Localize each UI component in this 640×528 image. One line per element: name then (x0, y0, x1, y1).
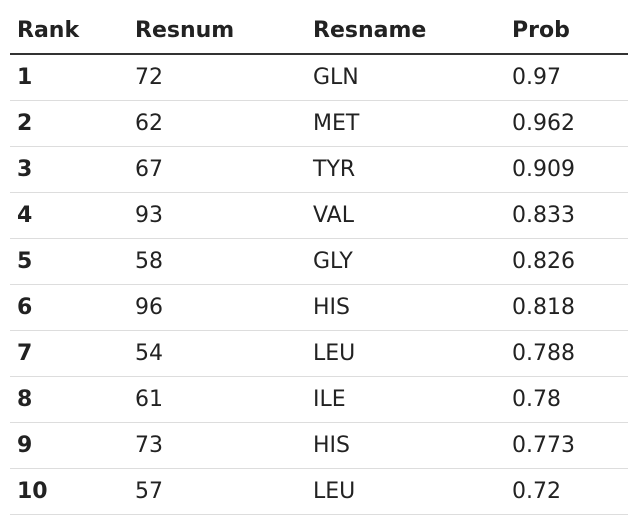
resnum-cell: 62 (128, 100, 306, 147)
resnum-cell: 58 (128, 238, 306, 285)
column-header-prob: Prob (505, 7, 628, 55)
resnum-cell: 61 (128, 376, 306, 423)
rank-cell: 4 (10, 192, 128, 239)
prob-cell: 0.78 (505, 376, 628, 423)
resname-cell: GLN (306, 54, 505, 101)
prob-cell: 0.788 (505, 330, 628, 377)
rank-cell: 3 (10, 146, 128, 193)
resname-cell: LEU (306, 330, 505, 377)
column-header-resname: Resname (306, 7, 505, 55)
table-body: 1 72 GLN 0.97 2 62 MET 0.962 3 67 TYR 0.… (10, 54, 628, 515)
table-row: 10 57 LEU 0.72 (10, 468, 628, 515)
table-header: Rank Resnum Resname Prob (10, 7, 628, 55)
residue-table-container: Rank Resnum Resname Prob 1 72 GLN 0.97 2… (10, 7, 628, 515)
prob-cell: 0.826 (505, 238, 628, 285)
prob-cell: 0.833 (505, 192, 628, 239)
rank-cell: 2 (10, 100, 128, 147)
prob-cell: 0.909 (505, 146, 628, 193)
residue-probability-table: Rank Resnum Resname Prob 1 72 GLN 0.97 2… (10, 7, 628, 515)
rank-cell: 5 (10, 238, 128, 285)
rank-cell: 10 (10, 468, 128, 515)
table-row: 2 62 MET 0.962 (10, 100, 628, 147)
resnum-cell: 67 (128, 146, 306, 193)
table-row: 9 73 HIS 0.773 (10, 422, 628, 469)
resname-cell: GLY (306, 238, 505, 285)
prob-cell: 0.962 (505, 100, 628, 147)
table-row: 4 93 VAL 0.833 (10, 192, 628, 239)
resname-cell: LEU (306, 468, 505, 515)
header-row: Rank Resnum Resname Prob (10, 7, 628, 55)
resname-cell: MET (306, 100, 505, 147)
rank-cell: 9 (10, 422, 128, 469)
table-row: 5 58 GLY 0.826 (10, 238, 628, 285)
rank-cell: 8 (10, 376, 128, 423)
table-row: 1 72 GLN 0.97 (10, 54, 628, 101)
prob-cell: 0.818 (505, 284, 628, 331)
resnum-cell: 93 (128, 192, 306, 239)
resname-cell: HIS (306, 422, 505, 469)
resname-cell: HIS (306, 284, 505, 331)
rank-cell: 6 (10, 284, 128, 331)
resname-cell: ILE (306, 376, 505, 423)
resnum-cell: 57 (128, 468, 306, 515)
resname-cell: TYR (306, 146, 505, 193)
resname-cell: VAL (306, 192, 505, 239)
resnum-cell: 73 (128, 422, 306, 469)
table-row: 7 54 LEU 0.788 (10, 330, 628, 377)
resnum-cell: 54 (128, 330, 306, 377)
column-header-rank: Rank (10, 7, 128, 55)
table-row: 8 61 ILE 0.78 (10, 376, 628, 423)
prob-cell: 0.72 (505, 468, 628, 515)
rank-cell: 1 (10, 54, 128, 101)
table-row: 3 67 TYR 0.909 (10, 146, 628, 193)
table-row: 6 96 HIS 0.818 (10, 284, 628, 331)
resnum-cell: 96 (128, 284, 306, 331)
resnum-cell: 72 (128, 54, 306, 101)
prob-cell: 0.773 (505, 422, 628, 469)
prob-cell: 0.97 (505, 54, 628, 101)
column-header-resnum: Resnum (128, 7, 306, 55)
rank-cell: 7 (10, 330, 128, 377)
